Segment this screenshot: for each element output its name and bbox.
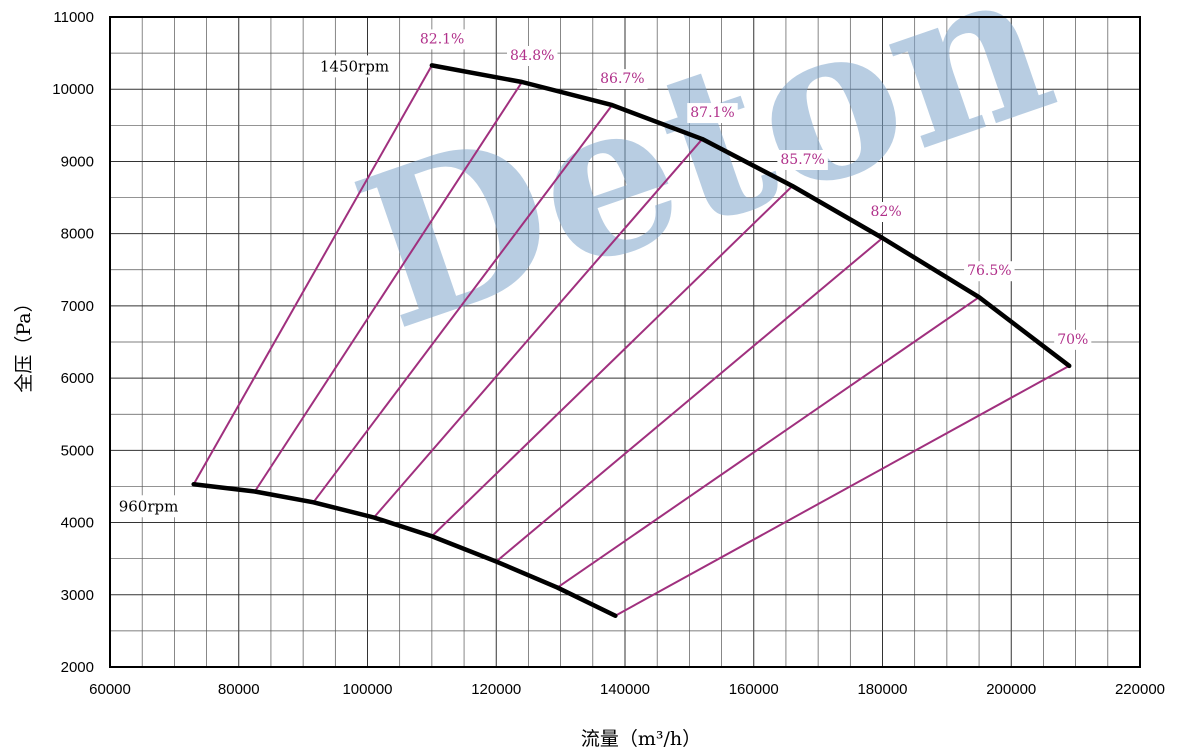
efficiency-label: 86.7%: [600, 71, 644, 87]
efficiency-label: 70%: [1057, 332, 1088, 348]
y-tick-label: 6000: [61, 370, 94, 387]
efficiency-label-bg: [777, 150, 828, 170]
efficiency-line: [312, 104, 613, 503]
plot-border: [109, 16, 1141, 668]
watermark-text: Deton: [331, 0, 1078, 377]
x-tick-label: 180000: [857, 681, 907, 698]
efficiency-label-bg: [964, 261, 1015, 282]
y-tick-label: 9000: [61, 153, 94, 170]
speed-curve-960rpm: [191, 482, 618, 618]
x-tick-label: 120000: [471, 681, 521, 698]
efficiency-line: [254, 81, 523, 493]
x-tick-label: 200000: [986, 681, 1036, 698]
y-tick-label: 4000: [61, 515, 94, 532]
x-tick-label: 160000: [729, 681, 779, 698]
rpm-label-bg: [115, 495, 182, 518]
efficiency-line: [373, 138, 704, 519]
efficiency-line: [431, 185, 794, 537]
efficiency-lines: [192, 64, 1070, 617]
y-tick-label: 7000: [61, 298, 94, 315]
efficiency-label: 87.1%: [690, 105, 734, 121]
x-tick-label: 80000: [218, 681, 260, 698]
efficiency-label: 85.7%: [780, 152, 824, 168]
efficiency-line: [614, 364, 1070, 617]
efficiency-line: [556, 296, 980, 589]
efficiency-line: [495, 237, 884, 563]
rpm-label-bg: [316, 55, 393, 78]
tick-labels: 60000 80000 100000 120000 140000 160000 180000…: [52, 9, 1165, 698]
speed-curve-1450rpm: [429, 63, 1072, 369]
speed-curves: [191, 63, 1072, 618]
y-tick-label: 10000: [52, 81, 94, 98]
x-tick-label: 140000: [600, 681, 650, 698]
efficiency-line: [192, 64, 433, 485]
x-axis-title: 流量（m³/h）: [581, 728, 701, 750]
y-tick-label: 8000: [61, 226, 94, 243]
x-tick-label: 100000: [342, 681, 392, 698]
efficiency-label-bg: [416, 29, 468, 50]
efficiency-label: 82.1%: [420, 31, 464, 47]
y-tick-label: 3000: [61, 587, 94, 604]
efficiency-label: 84.8%: [510, 48, 554, 64]
y-tick-label: 2000: [61, 659, 94, 676]
rpm-label: 1450rpm: [320, 57, 389, 75]
efficiency-label-bg: [597, 69, 648, 90]
x-tick-label: 60000: [89, 681, 131, 698]
curve-labels: 82.1% 84.8% 86.7% 87.1% 85.7% 82% 76.5% 70% 1450…: [115, 29, 1092, 518]
efficiency-label-bg: [507, 46, 558, 66]
x-tick-label: 220000: [1115, 681, 1165, 698]
efficiency-label-bg: [1054, 329, 1092, 350]
efficiency-label-bg: [867, 202, 905, 222]
y-axis-title: 全压（Pa）: [13, 293, 35, 392]
efficiency-label-bg: [687, 103, 738, 124]
efficiency-label: 76.5%: [967, 263, 1011, 279]
rpm-label: 960rpm: [119, 497, 179, 515]
y-tick-label: 11000: [53, 9, 94, 26]
efficiency-label: 82%: [871, 204, 902, 220]
grid: [110, 17, 1140, 667]
y-tick-label: 5000: [61, 442, 94, 459]
